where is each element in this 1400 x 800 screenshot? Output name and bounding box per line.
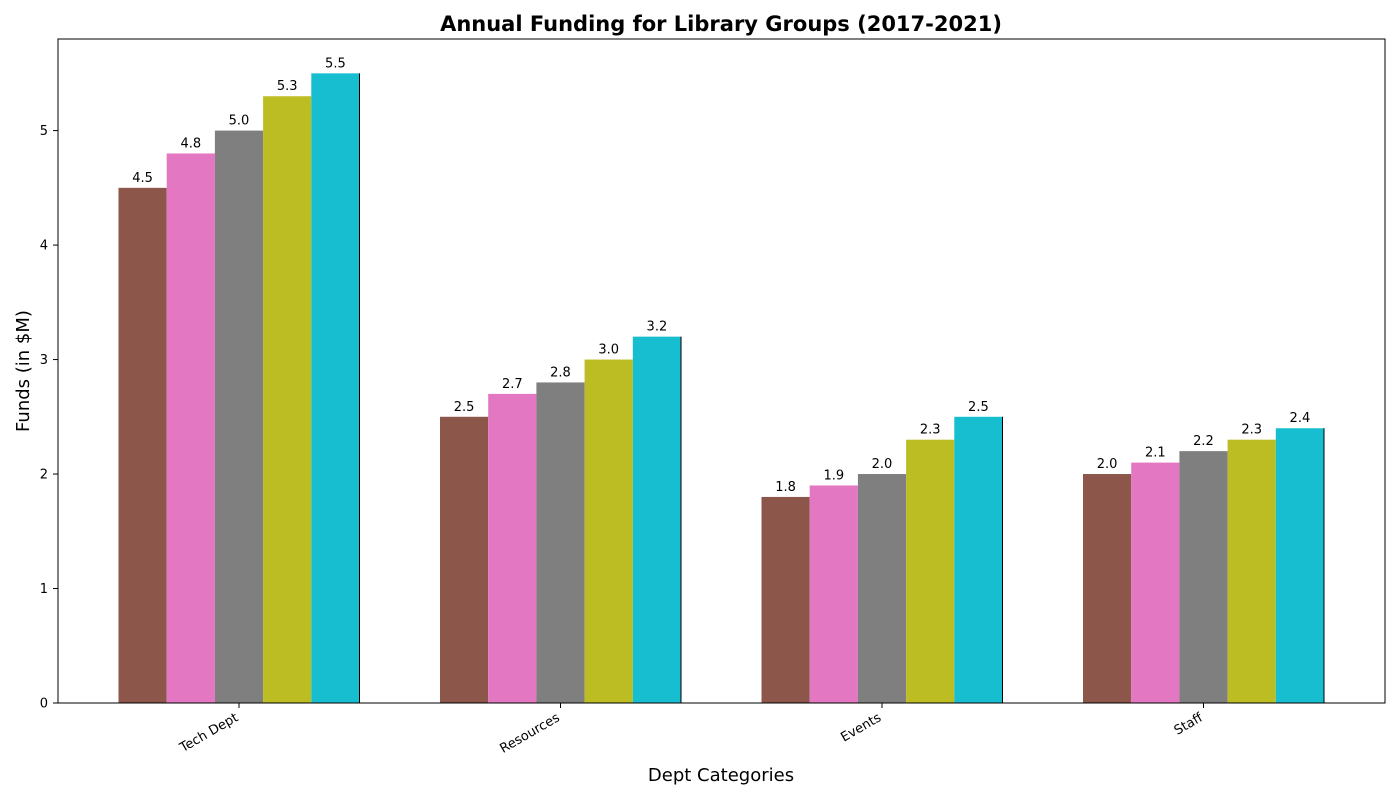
- data-label: 3.2: [647, 320, 668, 335]
- data-label: 2.7: [502, 377, 523, 392]
- data-label: 2.2: [1193, 434, 1214, 449]
- bar: [263, 96, 312, 704]
- axes-frame: [57, 38, 1386, 704]
- x-tick-label: Resources: [498, 710, 563, 756]
- y-axis-label: Funds (in $M): [13, 310, 34, 432]
- bar: [761, 496, 810, 703]
- x-tick-label: Tech Dept: [177, 710, 241, 756]
- bar: [488, 393, 537, 703]
- bar: [536, 382, 585, 703]
- bar: [632, 336, 681, 703]
- bar: [857, 474, 907, 703]
- bar: [584, 359, 633, 703]
- bar: [214, 130, 264, 704]
- y-tick-label: 3: [40, 353, 48, 368]
- data-label: 2.0: [1097, 457, 1118, 472]
- x-tick-label: Events: [838, 710, 884, 745]
- y-tick-label: 4: [40, 239, 48, 254]
- plot-area: 4.5 2.5 1.8 2.0 4.8 2.7 1.9 2.1 5.0 2.8 2.0 2.2 5.3 3…: [40, 38, 1386, 757]
- data-label: 2.3: [1241, 423, 1262, 438]
- data-label: 2.5: [454, 400, 475, 415]
- data-label: 3.0: [598, 343, 619, 358]
- bar: [1131, 462, 1180, 703]
- bar: [118, 187, 167, 703]
- data-label: 5.3: [277, 79, 298, 94]
- bar: [166, 153, 215, 704]
- bar: [1227, 439, 1276, 703]
- data-label: 4.5: [132, 171, 153, 186]
- data-label: 2.0: [872, 457, 893, 472]
- bar: [311, 73, 360, 704]
- data-label: 4.8: [180, 136, 201, 151]
- data-label: 2.3: [920, 423, 941, 438]
- bar: [809, 485, 858, 703]
- bar: [1275, 428, 1324, 703]
- y-tick-label: 1: [40, 582, 48, 597]
- data-label: 5.5: [325, 56, 346, 71]
- data-label: 2.8: [550, 365, 571, 380]
- x-tick-label: Staff: [1172, 710, 1207, 739]
- y-tick-label: 0: [40, 697, 48, 712]
- x-axis-label: Dept Categories: [648, 765, 794, 786]
- data-label: 1.8: [775, 480, 796, 495]
- data-label: 2.4: [1290, 411, 1311, 426]
- bar: [440, 416, 489, 703]
- data-label: 2.1: [1145, 446, 1166, 461]
- data-label: 2.5: [968, 400, 989, 415]
- data-label: 5.0: [229, 114, 250, 129]
- bar: [954, 416, 1003, 703]
- y-tick-label: 5: [40, 124, 48, 139]
- bar: [1179, 451, 1228, 703]
- y-tick-label: 2: [40, 468, 48, 483]
- chart-title: Annual Funding for Library Groups (2017-…: [440, 12, 1002, 36]
- bar: [1083, 474, 1132, 703]
- bar: [906, 439, 955, 703]
- data-label: 1.9: [823, 468, 844, 483]
